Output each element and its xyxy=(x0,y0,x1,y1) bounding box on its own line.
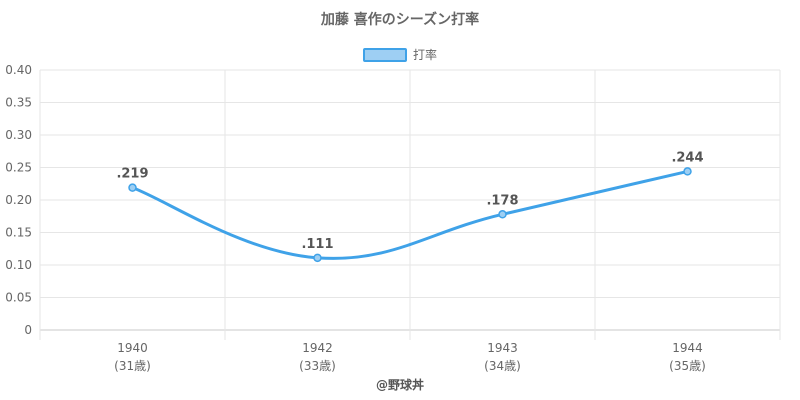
x-tick-sublabel: (34歳) xyxy=(484,359,521,373)
legend-label[interactable]: 打率 xyxy=(412,48,437,62)
x-tick-label: 1944 xyxy=(672,341,703,355)
y-tick-label: 0.25 xyxy=(5,161,32,175)
y-tick-label: 0.35 xyxy=(5,96,32,110)
x-axis-label: @野球丼 xyxy=(375,378,424,392)
data-point xyxy=(313,253,322,263)
data-label: .111 xyxy=(301,237,333,252)
x-tick-label: 1943 xyxy=(487,341,518,355)
data-point xyxy=(683,167,692,176)
x-tick-sublabel: (35歳) xyxy=(669,359,706,373)
x-tick-sublabel: (31歳) xyxy=(114,359,151,373)
data-point xyxy=(498,210,507,219)
x-tick-sublabel: (33歳) xyxy=(299,359,336,373)
y-tick-label: 0.15 xyxy=(5,226,32,240)
data-label: .219 xyxy=(116,167,148,182)
x-tick-label: 1940 xyxy=(117,341,148,355)
y-tick-label: 0.10 xyxy=(5,258,32,272)
data-label: .244 xyxy=(671,150,703,165)
legend[interactable]: 打率 xyxy=(0,46,800,63)
y-tick-label: 0.20 xyxy=(5,193,32,207)
x-tick-label: 1942 xyxy=(302,341,333,355)
y-tick-label: 0.40 xyxy=(5,63,32,77)
data-point xyxy=(128,183,137,192)
data-label: .178 xyxy=(486,193,518,208)
y-tick-label: 0.30 xyxy=(5,128,32,142)
series-line xyxy=(131,169,688,260)
y-tick-label: 0 xyxy=(24,323,32,337)
legend-swatch[interactable] xyxy=(362,47,407,62)
y-tick-label: 0.05 xyxy=(5,291,32,305)
chart-title: 加藤 喜作のシーズン打率 xyxy=(320,12,480,28)
